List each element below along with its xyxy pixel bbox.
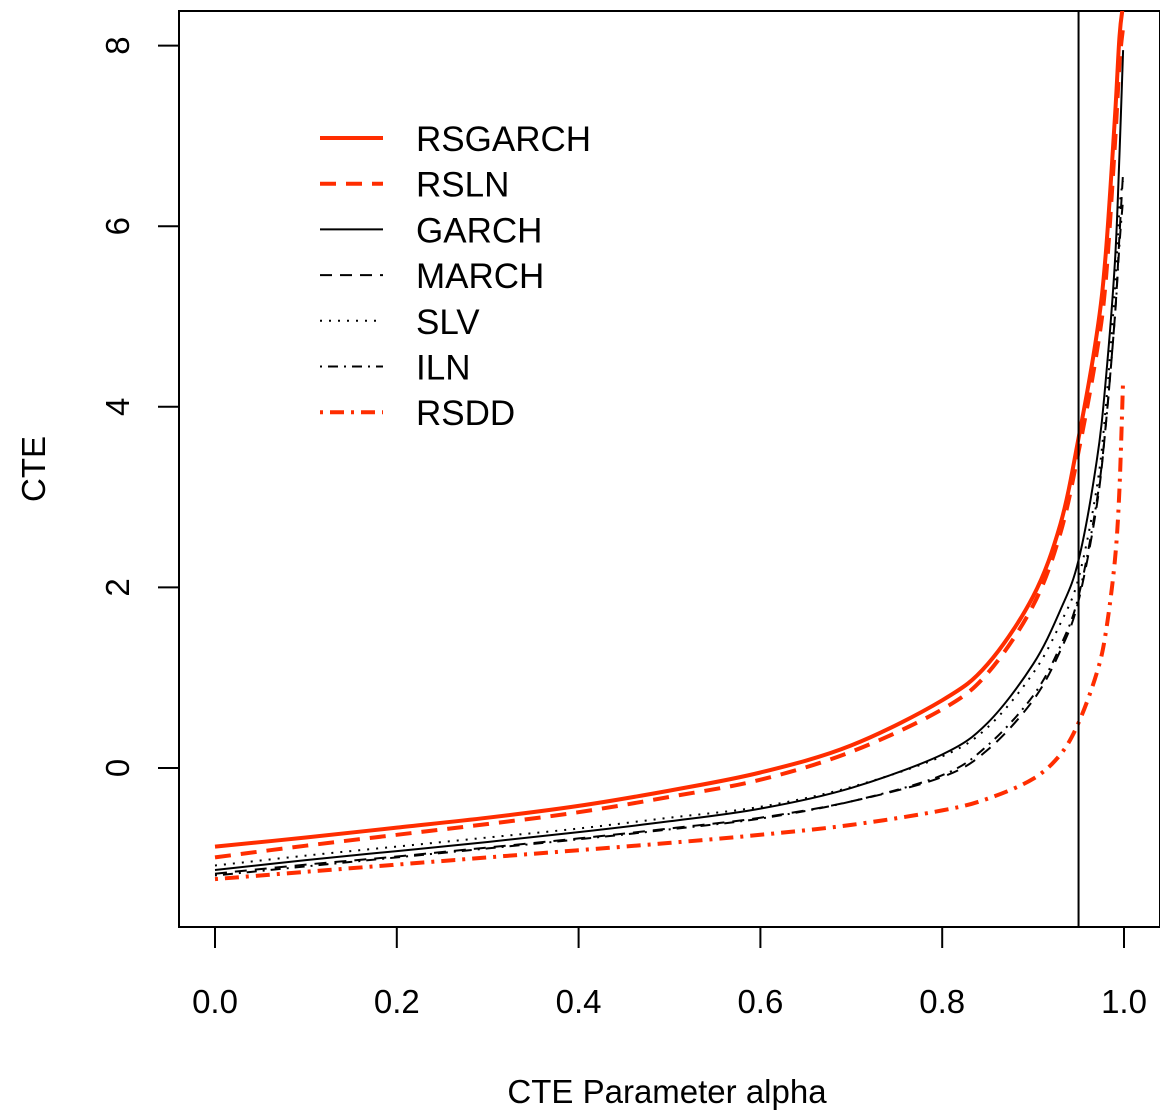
series-layer [214, 11, 1126, 882]
series-line-garch [214, 50, 1125, 871]
legend: RSGARCH RSLN GARCH MARCH SLV ILN RSDD [320, 120, 591, 433]
x-tick-label: 0.4 [556, 983, 602, 1020]
series-line-rsdd [214, 379, 1126, 882]
y-axis-title: CTE [15, 436, 52, 502]
x-tick-label: 1.0 [1101, 983, 1147, 1020]
series-line-rsln [214, 27, 1126, 860]
x-tick-label: 0.2 [374, 983, 420, 1020]
y-tick-label: 8 [99, 36, 136, 54]
y-tick-label: 0 [99, 759, 136, 777]
x-axis: 0.0 0.2 0.4 0.6 0.8 1.0 [192, 926, 1147, 1020]
y-tick-label: 6 [99, 217, 136, 235]
x-tick-label: 0.0 [192, 983, 238, 1020]
y-tick-label: 4 [99, 398, 136, 416]
legend-label-rsgarch: RSGARCH [416, 120, 591, 159]
legend-label-garch: GARCH [416, 211, 542, 250]
x-tick-label: 0.8 [919, 983, 965, 1020]
x-axis-title: CTE Parameter alpha [507, 1073, 827, 1110]
y-axis: 0 2 4 6 8 [99, 36, 180, 777]
series-line-iln [214, 199, 1125, 877]
y-tick-label: 2 [99, 578, 136, 596]
legend-label-slv: SLV [416, 303, 480, 342]
legend-label-march: MARCH [416, 257, 544, 296]
legend-label-rsdd: RSDD [416, 394, 515, 433]
series-line-rsgarch [214, 11, 1125, 849]
series-line-slv [214, 180, 1125, 867]
legend-label-rsln: RSLN [416, 166, 509, 205]
x-tick-label: 0.6 [737, 983, 783, 1020]
series-line-march [214, 171, 1125, 875]
legend-label-iln: ILN [416, 349, 470, 388]
